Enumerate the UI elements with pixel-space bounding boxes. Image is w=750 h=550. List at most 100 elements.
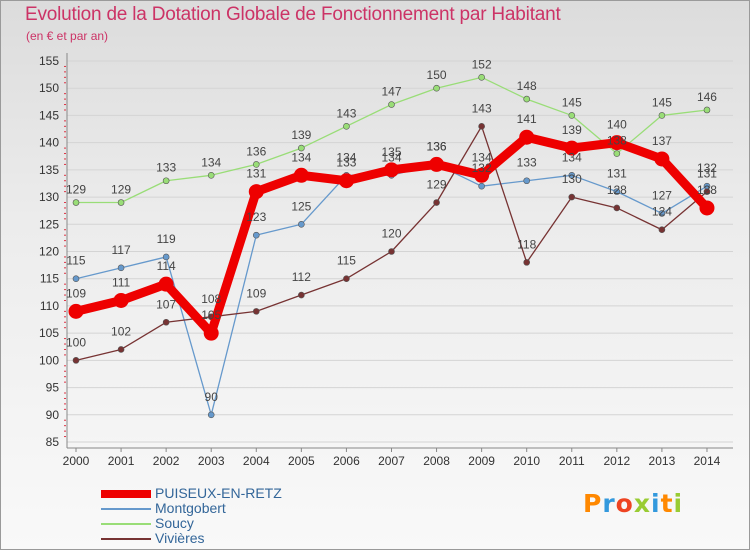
logo-letter: x <box>633 489 651 518</box>
data-point <box>433 84 440 92</box>
legend-swatch <box>101 523 151 525</box>
data-label: 109 <box>66 286 86 300</box>
y-tick-label: 130 <box>39 190 59 204</box>
data-point <box>703 106 711 114</box>
x-tick-label: 2005 <box>288 454 315 468</box>
x-tick-label: 2003 <box>198 454 225 468</box>
data-label: 135 <box>381 145 401 159</box>
data-point <box>252 231 260 239</box>
data-point <box>523 259 531 266</box>
y-tick-label: 85 <box>46 435 60 449</box>
data-point <box>343 123 350 130</box>
data-label: 145 <box>652 95 672 109</box>
data-label: 134 <box>562 150 582 164</box>
data-point <box>658 210 666 217</box>
data-label: 107 <box>156 297 176 311</box>
data-point <box>703 188 711 195</box>
legend-label: PUISEUX-EN-RETZ <box>155 485 282 501</box>
legend-label: Vivières <box>155 530 205 546</box>
data-point <box>343 275 350 283</box>
logo-letter: r <box>602 489 616 518</box>
x-tick-label: 2001 <box>108 454 135 468</box>
data-label: 133 <box>517 156 537 170</box>
y-tick-label: 140 <box>39 136 59 150</box>
data-label: 105 <box>201 308 221 322</box>
data-label: 124 <box>652 205 672 219</box>
data-point <box>523 177 531 185</box>
data-point <box>117 346 125 353</box>
data-label: 139 <box>562 123 582 137</box>
data-label: 111 <box>112 275 131 289</box>
data-point <box>613 204 621 212</box>
x-tick-label: 2008 <box>423 454 450 468</box>
data-point <box>613 150 621 157</box>
data-point <box>298 220 305 228</box>
logo-letter: o <box>615 489 634 518</box>
proxiti-logo: Proxiti <box>583 489 683 518</box>
data-label: 148 <box>517 79 537 93</box>
x-tick-label: 2014 <box>694 454 721 468</box>
data-point <box>568 172 576 179</box>
y-tick-label: 110 <box>40 299 59 313</box>
data-point <box>523 95 531 103</box>
data-label: 108 <box>201 292 221 306</box>
data-label: 120 <box>381 227 401 241</box>
data-point <box>72 275 80 283</box>
data-label: 147 <box>381 85 401 99</box>
data-point <box>478 74 485 81</box>
legend-label: Soucy <box>155 515 194 531</box>
data-label: 129 <box>427 178 447 192</box>
data-label: 145 <box>562 95 582 109</box>
legend-label: Montgobert <box>155 500 226 516</box>
data-point <box>72 357 80 364</box>
data-point <box>699 200 715 216</box>
x-tick-label: 2009 <box>468 454 495 468</box>
x-tick-label: 2000 <box>63 454 90 468</box>
data-label: 143 <box>336 106 356 120</box>
data-label: 127 <box>652 188 672 202</box>
data-point <box>429 156 445 172</box>
chart-subtitle: (en € et par an) <box>26 29 109 43</box>
legend-swatch <box>101 508 151 510</box>
data-label: 141 <box>517 112 537 126</box>
data-point <box>162 253 170 261</box>
data-label: 130 <box>562 172 582 186</box>
data-label: 134 <box>291 150 311 164</box>
data-point <box>568 112 576 119</box>
data-label: 129 <box>111 183 131 197</box>
data-point <box>113 292 129 308</box>
data-label: 128 <box>697 183 717 197</box>
data-point <box>162 318 170 326</box>
data-point <box>252 161 260 168</box>
data-label: 90 <box>205 390 219 404</box>
data-label: 132 <box>472 161 492 175</box>
x-tick-label: 2004 <box>243 454 270 468</box>
data-point <box>478 182 485 190</box>
data-point <box>564 140 580 156</box>
data-label: 131 <box>246 167 266 181</box>
data-label: 134 <box>472 150 492 164</box>
data-label: 109 <box>246 286 266 300</box>
data-label: 123 <box>246 210 266 224</box>
data-point <box>613 188 621 195</box>
y-tick-label: 100 <box>39 353 59 367</box>
data-label: 136 <box>427 139 447 153</box>
y-tick-label: 105 <box>39 326 59 340</box>
x-tick-label: 2013 <box>649 454 676 468</box>
data-point <box>568 193 576 201</box>
data-point <box>478 123 485 130</box>
data-label: 134 <box>201 155 221 169</box>
data-point <box>658 112 666 119</box>
y-tick-label: 150 <box>39 81 59 95</box>
data-label: 114 <box>157 259 176 273</box>
data-label: 117 <box>111 243 130 257</box>
data-point <box>298 144 305 152</box>
data-point <box>654 151 670 167</box>
data-label: 102 <box>111 324 131 338</box>
data-point <box>388 248 395 255</box>
logo-letter: i <box>673 489 684 518</box>
data-point <box>298 291 305 299</box>
data-point <box>293 167 309 183</box>
data-label: 118 <box>517 237 536 251</box>
data-label: 138 <box>607 134 627 148</box>
